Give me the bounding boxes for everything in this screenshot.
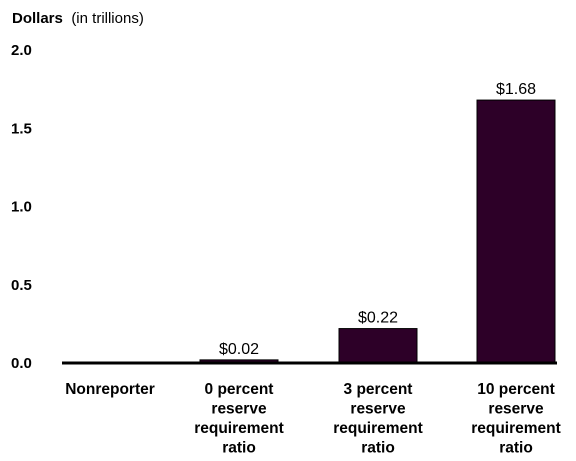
x-tick-label-line: ratio	[361, 440, 395, 457]
y-tick-label: 2.0	[11, 42, 32, 59]
y-axis-label: Dollars	[12, 10, 63, 27]
y-tick-label: 1.5	[11, 120, 32, 137]
x-tick-label-line: 3 percent	[344, 381, 413, 398]
x-tick-label: 3 percent reserve requirement ratio	[333, 381, 423, 457]
x-tick-label-line: requirement	[333, 420, 423, 437]
x-tick-label-line: Nonreporter	[65, 381, 155, 398]
x-tick-label-line: 10 percent	[477, 381, 555, 398]
x-tick-label-line: 0 percent	[205, 381, 274, 398]
x-tick-label-line: ratio	[222, 440, 256, 457]
y-axis-title: Dollars (in trillions)	[12, 10, 144, 27]
x-tick-label-line: reserve	[211, 401, 267, 418]
y-tick-label: 0.5	[11, 277, 32, 294]
y-tick-labels: 2.0 1.5 1.0 0.5 0.0	[11, 42, 32, 372]
bar	[338, 328, 418, 364]
data-labels: $0.02 $0.22 $1.68	[219, 81, 536, 358]
x-tick-label-line: reserve	[488, 401, 544, 418]
x-tick-label: 0 percent reserve requirement ratio	[194, 381, 284, 457]
y-tick-label: 0.0	[11, 355, 32, 372]
x-tick-label-line: ratio	[499, 440, 533, 457]
x-tick-labels: Nonreporter 0 percent reserve requirement ra…	[65, 381, 561, 457]
x-tick-label-line: requirement	[194, 420, 284, 437]
x-tick-label-line: requirement	[471, 420, 561, 437]
data-label: $1.68	[496, 81, 536, 98]
bar	[476, 99, 556, 364]
x-tick-label-line: reserve	[350, 401, 406, 418]
data-label: $0.02	[219, 341, 259, 358]
y-tick-label: 1.0	[11, 199, 32, 216]
x-tick-label: Nonreporter	[65, 381, 155, 398]
y-axis-unit: (in trillions)	[71, 10, 144, 27]
data-label: $0.22	[358, 310, 398, 327]
x-tick-label: 10 percent reserve requirement ratio	[471, 381, 561, 457]
